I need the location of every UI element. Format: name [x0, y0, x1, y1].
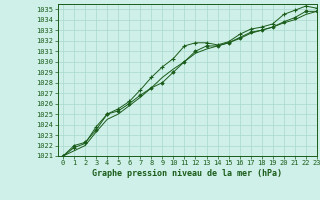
X-axis label: Graphe pression niveau de la mer (hPa): Graphe pression niveau de la mer (hPa)	[92, 169, 282, 178]
